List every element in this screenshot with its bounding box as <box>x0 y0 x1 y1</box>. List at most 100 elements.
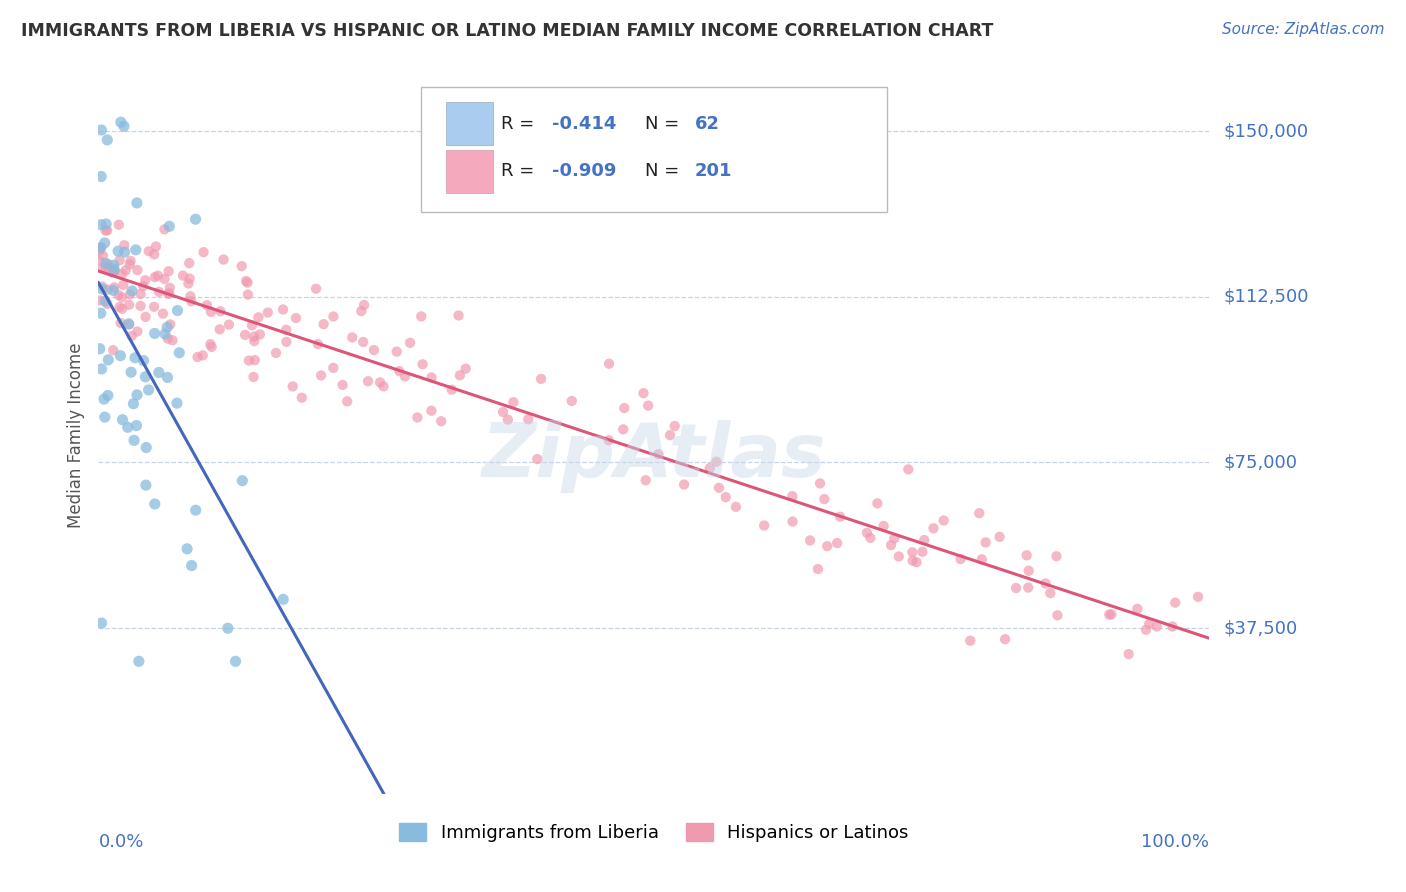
Point <box>699 461 721 475</box>
Point <box>135 310 157 324</box>
Point <box>866 496 889 510</box>
Point <box>236 276 259 290</box>
Point <box>1046 608 1069 623</box>
Point <box>613 401 636 415</box>
Text: $150,000: $150,000 <box>1223 122 1308 140</box>
Point <box>1187 590 1209 604</box>
FancyBboxPatch shape <box>420 87 887 212</box>
Point <box>922 521 945 535</box>
FancyBboxPatch shape <box>446 103 492 145</box>
Point <box>782 489 804 503</box>
Point <box>856 525 879 540</box>
Point <box>153 272 176 286</box>
Point <box>517 412 540 426</box>
Point <box>103 284 125 298</box>
Point <box>200 337 222 351</box>
Point <box>157 264 180 278</box>
Point <box>281 379 304 393</box>
Point <box>1126 602 1149 616</box>
Text: N =: N = <box>645 162 685 180</box>
Point <box>90 218 112 232</box>
Point <box>249 327 271 342</box>
Point <box>714 490 737 504</box>
Point <box>127 325 149 339</box>
Point <box>399 335 422 350</box>
Point <box>110 316 132 330</box>
Point <box>134 369 156 384</box>
Point <box>1098 607 1121 622</box>
Point <box>125 388 148 402</box>
Point <box>561 393 583 408</box>
Text: 62: 62 <box>695 115 720 133</box>
Point <box>112 119 135 133</box>
Point <box>305 282 328 296</box>
Point <box>148 366 170 380</box>
Point <box>132 279 155 293</box>
Point <box>143 326 166 341</box>
Point <box>406 410 429 425</box>
Point <box>449 368 471 383</box>
Point <box>117 420 139 434</box>
Point <box>180 294 202 309</box>
Point <box>276 323 298 337</box>
Point <box>138 244 160 259</box>
Point <box>91 279 114 293</box>
Point <box>233 327 256 342</box>
Point <box>111 267 134 281</box>
Point <box>236 287 259 301</box>
Point <box>90 362 112 376</box>
Point <box>145 239 167 253</box>
Point <box>264 346 287 360</box>
Point <box>193 245 215 260</box>
Point <box>169 345 191 359</box>
Point <box>659 428 682 442</box>
Point <box>89 342 111 356</box>
Text: 100.0%: 100.0% <box>1142 833 1209 851</box>
Point <box>172 268 194 283</box>
Point <box>148 285 170 299</box>
Point <box>89 254 111 268</box>
Point <box>104 264 127 278</box>
Point <box>357 374 380 388</box>
Point <box>911 545 934 559</box>
Point <box>128 654 150 668</box>
Point <box>209 304 232 318</box>
Point <box>411 310 433 324</box>
Point <box>121 284 143 298</box>
Point <box>94 223 117 237</box>
Text: IMMIGRANTS FROM LIBERIA VS HISPANIC OR LATINO MEDIAN FAMILY INCOME CORRELATION C: IMMIGRANTS FROM LIBERIA VS HISPANIC OR L… <box>21 22 994 40</box>
Point <box>94 410 117 425</box>
Point <box>179 289 201 303</box>
Point <box>828 509 851 524</box>
Point <box>179 271 201 285</box>
Point <box>114 245 136 260</box>
Point <box>243 329 266 343</box>
Point <box>103 265 125 279</box>
Point <box>342 330 364 344</box>
Point <box>492 405 515 419</box>
Point <box>184 503 207 517</box>
Point <box>634 473 657 487</box>
Point <box>353 298 375 312</box>
Point <box>706 455 728 469</box>
Point <box>307 337 329 351</box>
Point <box>107 244 129 259</box>
Point <box>218 318 240 332</box>
Point <box>120 254 142 268</box>
Point <box>118 318 141 332</box>
Point <box>96 133 118 147</box>
Point <box>1045 549 1067 564</box>
Point <box>388 364 411 378</box>
Point <box>647 447 669 461</box>
Point <box>1135 623 1157 637</box>
Point <box>1137 616 1160 631</box>
Point <box>143 247 166 261</box>
Point <box>242 370 264 384</box>
Point <box>103 343 125 358</box>
Text: $112,500: $112,500 <box>1223 288 1309 306</box>
Point <box>872 519 894 533</box>
Point <box>157 286 180 301</box>
Point <box>91 261 114 276</box>
Point <box>117 317 139 331</box>
Point <box>124 351 146 365</box>
